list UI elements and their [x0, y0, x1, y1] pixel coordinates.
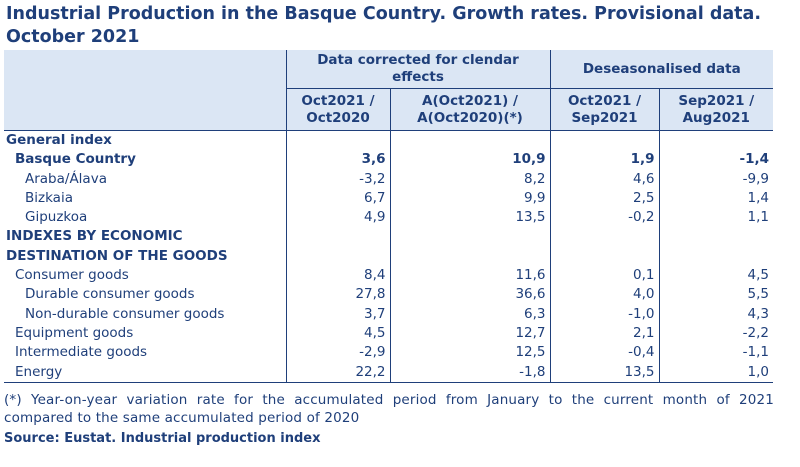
- cell-value: -3,2: [286, 169, 391, 189]
- cell-value: -1,4: [739, 151, 770, 168]
- column-header-oct-oct: Oct2021 / Oct2020: [286, 88, 391, 131]
- cell-value: 3,6: [286, 150, 391, 170]
- cell-value: 10,9: [390, 150, 551, 170]
- cell-value: -0,2: [550, 208, 660, 228]
- cell-value: 22,2: [286, 362, 391, 383]
- section-destination-line-1: INDEXES BY ECONOMIC: [4, 227, 287, 247]
- header-blank-cell-2: [4, 88, 287, 131]
- cell-value: -1,0: [550, 304, 660, 324]
- cell-value: -9,9: [742, 170, 770, 187]
- cell-value: 12,5: [390, 343, 551, 363]
- title-line-1: Industrial Production in the Basque Coun…: [6, 4, 761, 24]
- header-row-columns: Oct2021 / Oct2020 A(Oct2021) / A(Oct2020…: [4, 88, 774, 131]
- table-row: Energy 22,2 -1,8 13,5 1,0: [4, 362, 774, 383]
- section-row: DESTINATION OF THE GOODS: [4, 246, 773, 267]
- row-label: Gipuzkoa: [4, 208, 287, 228]
- section-general-index: General index: [4, 130, 287, 151]
- cell-value: -1,1: [742, 344, 770, 361]
- row-label: Non-durable consumer goods: [4, 304, 287, 324]
- cell-value: 1,9: [550, 150, 660, 170]
- header-row-groups: Data corrected for clendar effects Desea…: [4, 50, 774, 89]
- row-label: Basque Country: [4, 150, 287, 170]
- cell-value: 8,4: [286, 266, 391, 286]
- cell-value: 36,6: [390, 285, 551, 305]
- cell-value: 4,0: [550, 285, 660, 305]
- cell-value: 5,5: [747, 286, 770, 303]
- table-row: Basque Country 3,6 10,9 1,9 -1,4: [4, 150, 773, 170]
- cell-value: -2,2: [742, 324, 770, 341]
- cell-value: 6,3: [390, 304, 551, 324]
- cell-value: 3,7: [286, 304, 391, 324]
- cell-value: -2,9: [286, 343, 391, 363]
- cell-value: -1,8: [390, 362, 551, 383]
- cell-value: 27,8: [286, 285, 391, 305]
- header-group-calendar: Data corrected for clendar effects: [286, 50, 551, 89]
- cell-value: 1,1: [747, 209, 770, 226]
- cell-value: 4,3: [747, 305, 770, 322]
- row-label: Consumer goods: [4, 266, 287, 286]
- title-line-2: October 2021: [6, 27, 140, 47]
- page-title: Industrial Production in the Basque Coun…: [6, 3, 796, 49]
- table-row: Araba/Álava -3,2 8,2 4,6 -9,9: [4, 169, 773, 189]
- cell-value: 13,5: [550, 362, 660, 383]
- cell-value: 8,2: [390, 169, 551, 189]
- table-row: Consumer goods 8,4 11,6 0,1 4,5: [4, 266, 773, 286]
- cell-value: 1,4: [747, 189, 770, 206]
- row-label: Intermediate goods: [4, 343, 287, 363]
- column-header-sep-aug: Sep2021 / Aug2021: [659, 88, 774, 131]
- column-header-accumulated: A(Oct2021) / A(Oct2020)(*): [390, 88, 551, 131]
- table-row: Durable consumer goods 27,8 36,6 4,0 5,5: [4, 285, 773, 305]
- cell-value: 11,6: [390, 266, 551, 286]
- cell-value: 4,9: [286, 208, 391, 228]
- row-label: Bizkaia: [4, 188, 287, 209]
- header-blank-cell: [4, 50, 287, 89]
- table-row: Intermediate goods -2,9 12,5 -0,4 -1,1: [4, 343, 773, 363]
- row-label: Araba/Álava: [4, 169, 287, 189]
- cell-value: -0,4: [550, 343, 660, 363]
- cell-value: 2,1: [550, 323, 660, 344]
- source-note: Source: Eustat. Industrial production in…: [4, 431, 321, 446]
- column-header-oct-sep: Oct2021 / Sep2021: [550, 88, 660, 131]
- cell-value: 6,7: [286, 188, 391, 209]
- row-label: Equipment goods: [4, 323, 287, 344]
- cell-value: 13,5: [390, 208, 551, 228]
- section-row: INDEXES BY ECONOMIC: [4, 227, 773, 247]
- row-label: Energy: [4, 362, 287, 383]
- cell-value: 4,5: [286, 323, 391, 344]
- cell-value: 4,6: [550, 169, 660, 189]
- row-label: Durable consumer goods: [4, 285, 287, 305]
- section-row: General index: [4, 130, 773, 151]
- section-destination-line-2: DESTINATION OF THE GOODS: [4, 246, 287, 267]
- cell-value: 9,9: [390, 188, 551, 209]
- header-group-deseasonalised: Deseasonalised data: [550, 50, 774, 89]
- growth-rates-table: Data corrected for clendar effects Desea…: [4, 50, 774, 383]
- cell-value: 12,7: [390, 323, 551, 344]
- table-row: Gipuzkoa 4,9 13,5 -0,2 1,1: [4, 208, 773, 228]
- table-row: Non-durable consumer goods 3,7 6,3 -1,0 …: [4, 304, 773, 324]
- cell-value: 1,0: [659, 362, 774, 383]
- footnote: (*) Year-on-year variation rate for the …: [4, 392, 774, 426]
- cell-value: 4,5: [747, 267, 770, 284]
- cell-value: 0,1: [550, 266, 660, 286]
- table-row: Equipment goods 4,5 12,7 2,1 -2,2: [4, 323, 773, 344]
- table-row: Bizkaia 6,7 9,9 2,5 1,4: [4, 188, 773, 209]
- cell-value: 2,5: [550, 188, 660, 209]
